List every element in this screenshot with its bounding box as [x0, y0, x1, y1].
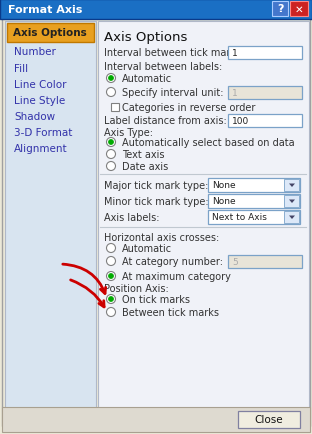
Bar [284, 196, 299, 207]
Polygon shape [289, 184, 295, 187]
Text: Interval between tick marks:: Interval between tick marks: [104, 48, 244, 58]
Circle shape [106, 138, 115, 147]
Text: None: None [212, 197, 236, 206]
Text: ✕: ✕ [295, 4, 303, 14]
Bar [238, 411, 300, 428]
Bar [5, 22, 96, 417]
Bar [290, 2, 308, 17]
Text: Horizontal axis crosses:: Horizontal axis crosses: [104, 233, 219, 243]
Polygon shape [289, 216, 295, 220]
Circle shape [106, 244, 115, 253]
Text: Automatic: Automatic [122, 74, 172, 84]
Bar [284, 180, 299, 191]
Text: 100: 100 [232, 117, 249, 126]
Circle shape [106, 162, 115, 171]
Text: 3-D Format: 3-D Format [14, 128, 72, 138]
Text: Next to Axis: Next to Axis [212, 213, 267, 222]
Bar [228, 256, 302, 268]
Text: Format Axis: Format Axis [8, 5, 82, 15]
Bar [208, 210, 300, 224]
Text: Axis Options: Axis Options [13, 28, 87, 38]
Text: 1: 1 [232, 49, 238, 58]
Text: ?: ? [277, 4, 283, 14]
Text: None: None [212, 181, 236, 190]
Text: Shadow: Shadow [14, 112, 55, 122]
Text: Axis Options: Axis Options [104, 30, 188, 43]
Text: Close: Close [255, 414, 283, 424]
Text: Alignment: Alignment [14, 144, 68, 154]
Text: Number: Number [14, 47, 56, 57]
Circle shape [109, 140, 114, 145]
Polygon shape [289, 200, 295, 204]
Text: Interval between labels:: Interval between labels: [104, 62, 222, 72]
Bar [0, 0, 312, 20]
Text: Major tick mark type:: Major tick mark type: [104, 181, 208, 191]
Text: Text axis: Text axis [122, 150, 164, 160]
Circle shape [106, 272, 115, 281]
Bar [208, 194, 300, 208]
Text: Between tick marks: Between tick marks [122, 307, 219, 317]
Text: 1: 1 [232, 89, 238, 98]
Text: Fill: Fill [14, 64, 28, 74]
Text: Automatic: Automatic [122, 243, 172, 253]
Text: Axis Type:: Axis Type: [104, 128, 153, 138]
Bar [98, 22, 309, 417]
Bar [228, 47, 302, 60]
Bar [7, 24, 94, 43]
Text: Automatically select based on data: Automatically select based on data [122, 138, 295, 148]
Circle shape [106, 74, 115, 83]
Bar [228, 115, 302, 128]
Bar [228, 87, 302, 100]
Text: Line Color: Line Color [14, 80, 66, 90]
Text: Minor tick mark type:: Minor tick mark type: [104, 197, 209, 207]
Text: Label distance from axis:: Label distance from axis: [104, 116, 227, 126]
Text: On tick marks: On tick marks [122, 294, 190, 304]
Bar [208, 178, 300, 193]
Bar [111, 104, 119, 112]
Circle shape [106, 150, 115, 159]
Text: Line Style: Line Style [14, 96, 65, 106]
Circle shape [109, 76, 114, 81]
Text: Axis labels:: Axis labels: [104, 213, 159, 223]
Bar [2, 407, 310, 432]
Circle shape [109, 297, 114, 302]
Text: At maximum category: At maximum category [122, 271, 231, 281]
Text: Categories in reverse order: Categories in reverse order [122, 103, 256, 113]
Bar [284, 211, 299, 224]
Circle shape [106, 257, 115, 266]
Text: Position Axis:: Position Axis: [104, 283, 169, 293]
Bar [272, 2, 288, 17]
Circle shape [109, 274, 114, 279]
Circle shape [106, 295, 115, 304]
Text: 5: 5 [232, 257, 238, 266]
Circle shape [106, 88, 115, 97]
Circle shape [106, 308, 115, 317]
Text: Specify interval unit:: Specify interval unit: [122, 88, 223, 98]
Text: At category number:: At category number: [122, 256, 223, 266]
Text: Date axis: Date axis [122, 161, 168, 171]
